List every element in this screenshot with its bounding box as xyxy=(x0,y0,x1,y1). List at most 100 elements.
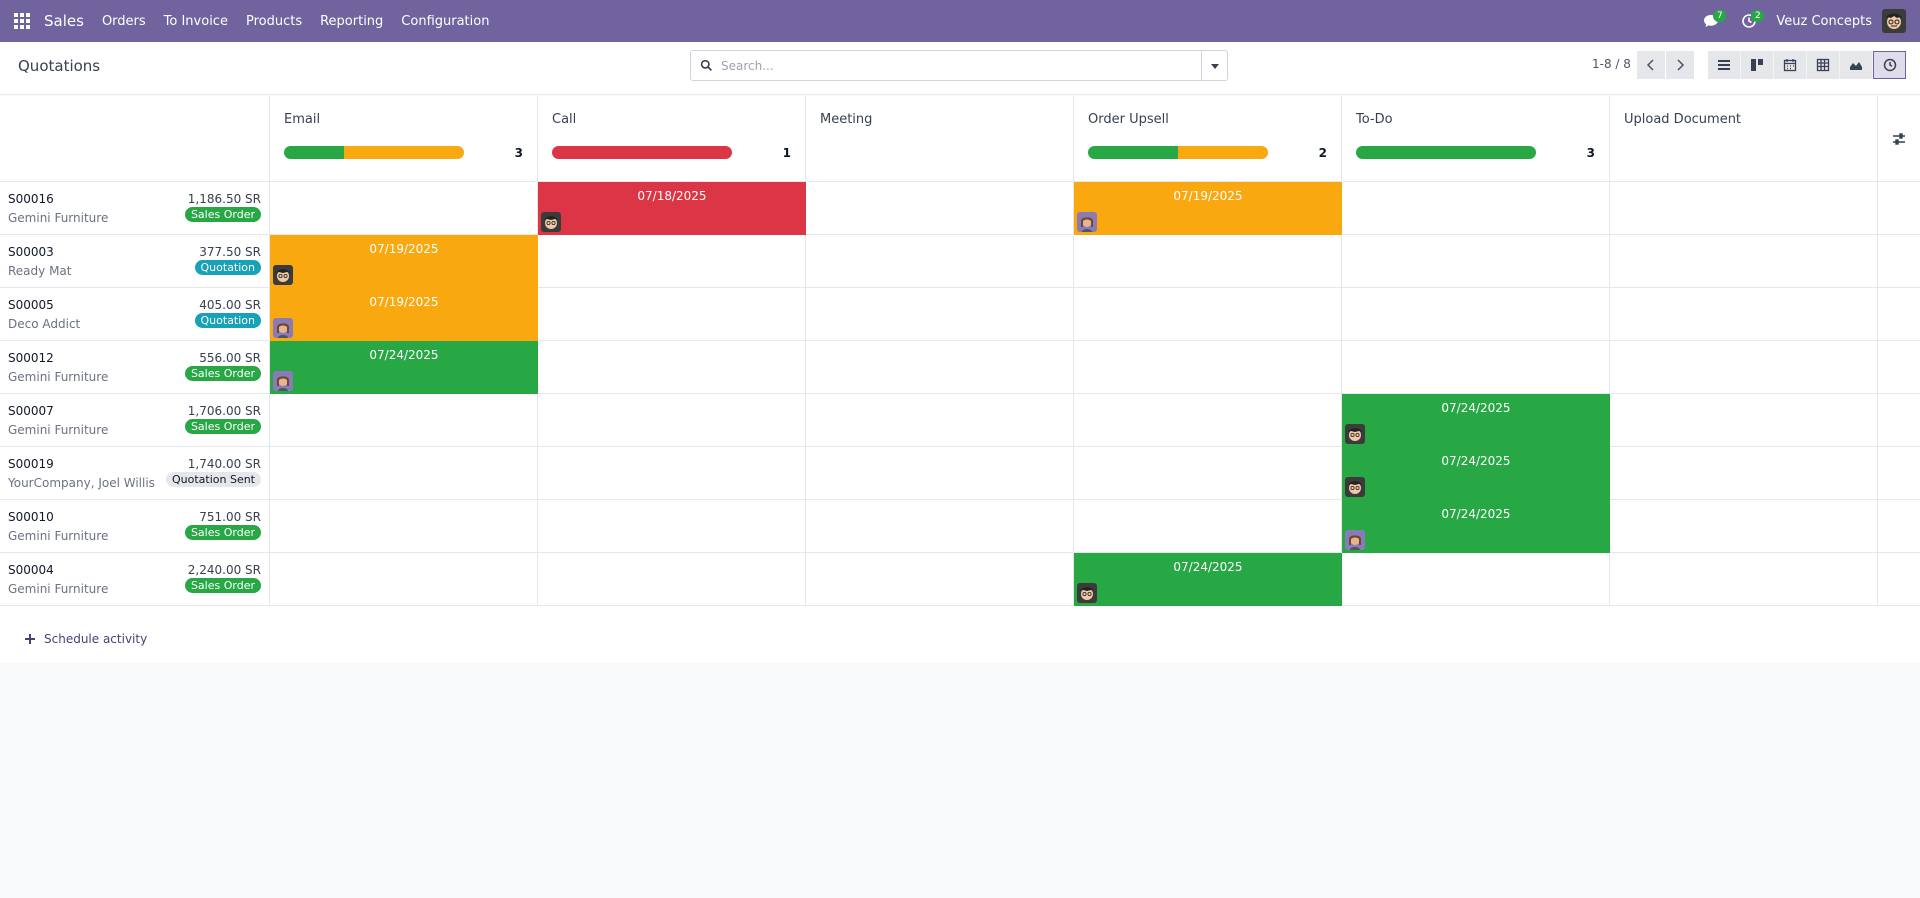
progress-segment-green[interactable] xyxy=(284,146,344,159)
activity-block[interactable]: 07/24/2025 xyxy=(1342,394,1610,447)
app-brand[interactable]: Sales xyxy=(44,12,84,30)
activity-cell[interactable] xyxy=(1610,182,1878,235)
calendar-view-button[interactable] xyxy=(1774,51,1807,79)
activity-cell[interactable] xyxy=(538,500,806,553)
menu-to-invoice[interactable]: To Invoice xyxy=(163,13,228,29)
activity-cell[interactable] xyxy=(806,553,1074,606)
activity-cell[interactable] xyxy=(1074,288,1342,341)
activity-cell[interactable] xyxy=(538,394,806,447)
column-progress-bar[interactable] xyxy=(1356,146,1536,159)
company-switcher[interactable]: Veuz Concepts xyxy=(1776,13,1872,29)
record-row-header[interactable]: S00012 556.00 SR Gemini Furniture Sales … xyxy=(0,341,270,394)
activity-cell[interactable] xyxy=(1074,447,1342,500)
activity-cell[interactable] xyxy=(270,553,538,606)
record-reference[interactable]: S00007 xyxy=(8,404,54,418)
activity-cell[interactable] xyxy=(1878,500,1920,553)
activity-cell[interactable] xyxy=(1342,341,1610,394)
graph-view-button[interactable] xyxy=(1840,51,1873,79)
record-reference[interactable]: S00016 xyxy=(8,192,54,206)
activity-cell[interactable] xyxy=(538,288,806,341)
activity-block[interactable]: 07/24/2025 xyxy=(270,341,538,394)
activities-button[interactable]: 2 xyxy=(1730,0,1768,42)
assignee-avatar[interactable] xyxy=(1077,583,1097,603)
kanban-view-button[interactable] xyxy=(1741,51,1774,79)
record-reference[interactable]: S00019 xyxy=(8,457,54,471)
activity-cell[interactable] xyxy=(1074,500,1342,553)
activity-cell[interactable] xyxy=(806,500,1074,553)
messages-button[interactable]: 7 xyxy=(1692,0,1730,42)
activity-cell[interactable] xyxy=(806,182,1074,235)
list-view-button[interactable] xyxy=(1708,51,1741,79)
record-row-header[interactable]: S00003 377.50 SR Ready Mat Quotation xyxy=(0,235,270,288)
column-settings-button[interactable] xyxy=(1878,96,1920,182)
record-reference[interactable]: S00005 xyxy=(8,298,54,312)
column-progress-bar[interactable] xyxy=(1088,146,1268,159)
activity-block[interactable]: 07/24/2025 xyxy=(1342,500,1610,553)
assignee-avatar[interactable] xyxy=(1345,477,1365,497)
assignee-avatar[interactable] xyxy=(1077,212,1097,232)
schedule-activity-button[interactable]: Schedule activity xyxy=(24,632,147,646)
column-progress-bar[interactable] xyxy=(284,146,464,159)
activity-cell[interactable] xyxy=(270,500,538,553)
apps-menu-icon[interactable] xyxy=(0,0,44,42)
activity-block[interactable]: 07/19/2025 xyxy=(270,288,538,341)
assignee-avatar[interactable] xyxy=(273,318,293,338)
pivot-view-button[interactable] xyxy=(1807,51,1840,79)
record-reference[interactable]: S00004 xyxy=(8,563,54,577)
record-row-header[interactable]: S00004 2,240.00 SR Gemini Furniture Sale… xyxy=(0,553,270,606)
activity-cell[interactable] xyxy=(1074,235,1342,288)
activity-cell[interactable] xyxy=(806,341,1074,394)
activity-cell[interactable] xyxy=(806,288,1074,341)
activity-cell[interactable] xyxy=(1342,235,1610,288)
activity-cell[interactable] xyxy=(538,447,806,500)
menu-orders[interactable]: Orders xyxy=(101,13,146,29)
pager-next-button[interactable] xyxy=(1666,51,1694,79)
record-row-header[interactable]: S00019 1,740.00 SR YourCompany, Joel Wil… xyxy=(0,447,270,500)
activity-cell[interactable] xyxy=(1342,182,1610,235)
user-avatar[interactable] xyxy=(1882,9,1906,33)
activity-cell[interactable] xyxy=(1878,341,1920,394)
activity-cell[interactable] xyxy=(1878,182,1920,235)
progress-segment-green[interactable] xyxy=(1356,146,1536,159)
activity-cell[interactable] xyxy=(1610,447,1878,500)
activity-block[interactable]: 07/18/2025 xyxy=(538,182,806,235)
activity-cell[interactable] xyxy=(1878,447,1920,500)
activity-cell[interactable] xyxy=(1878,553,1920,606)
activity-cell[interactable] xyxy=(270,182,538,235)
assignee-avatar[interactable] xyxy=(273,371,293,391)
activity-view-button[interactable] xyxy=(1873,51,1906,79)
activity-cell[interactable] xyxy=(1610,553,1878,606)
activity-block[interactable]: 07/24/2025 xyxy=(1342,447,1610,500)
activity-cell[interactable] xyxy=(1074,394,1342,447)
record-row-header[interactable]: S00010 751.00 SR Gemini Furniture Sales … xyxy=(0,500,270,553)
activity-cell[interactable] xyxy=(1878,394,1920,447)
record-row-header[interactable]: S00016 1,186.50 SR Gemini Furniture Sale… xyxy=(0,182,270,235)
activity-cell[interactable] xyxy=(538,341,806,394)
record-row-header[interactable]: S00005 405.00 SR Deco Addict Quotation xyxy=(0,288,270,341)
activity-cell[interactable] xyxy=(1610,500,1878,553)
activity-cell[interactable] xyxy=(1074,341,1342,394)
activity-cell[interactable] xyxy=(1878,288,1920,341)
record-reference[interactable]: S00010 xyxy=(8,510,54,524)
assignee-avatar[interactable] xyxy=(1345,530,1365,550)
activity-block[interactable]: 07/19/2025 xyxy=(1074,182,1342,235)
progress-segment-orange[interactable] xyxy=(1178,146,1268,159)
search-input[interactable] xyxy=(721,52,1201,79)
pager-previous-button[interactable] xyxy=(1637,51,1665,79)
activity-cell[interactable] xyxy=(1878,235,1920,288)
activity-cell[interactable] xyxy=(1610,235,1878,288)
activity-cell[interactable] xyxy=(1342,553,1610,606)
menu-configuration[interactable]: Configuration xyxy=(401,13,490,29)
menu-reporting[interactable]: Reporting xyxy=(320,13,384,29)
activity-block[interactable]: 07/24/2025 xyxy=(1074,553,1342,606)
assignee-avatar[interactable] xyxy=(273,265,293,285)
search-options-toggle[interactable] xyxy=(1201,51,1227,80)
activity-cell[interactable] xyxy=(270,447,538,500)
menu-products[interactable]: Products xyxy=(245,13,303,29)
activity-cell[interactable] xyxy=(1342,288,1610,341)
activity-cell[interactable] xyxy=(1610,341,1878,394)
activity-cell[interactable] xyxy=(538,553,806,606)
activity-cell[interactable] xyxy=(270,394,538,447)
pager-value[interactable]: 1-8 / 8 xyxy=(1592,57,1631,71)
progress-segment-orange[interactable] xyxy=(344,146,464,159)
